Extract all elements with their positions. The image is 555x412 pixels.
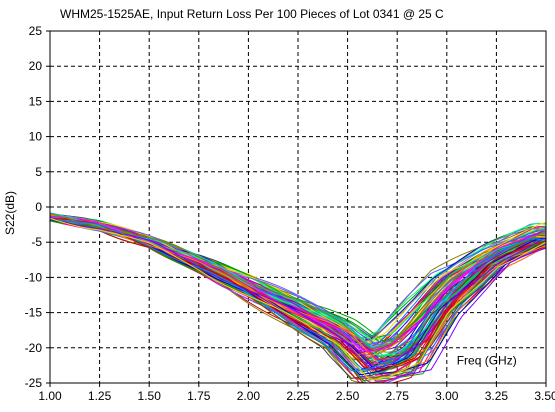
y-tick-label: -25 [25,376,43,390]
y-tick-label: -10 [25,270,43,284]
plot-grid [50,31,546,383]
y-tick-label: 0 [35,200,42,214]
x-tick-label: 1.75 [187,389,211,403]
curve-group [50,212,546,383]
x-tick-label: 3.00 [435,389,459,403]
series-line [50,213,546,350]
x-tick-label: 2.50 [336,389,360,403]
freq-annotation: Freq (GHz) [457,354,517,368]
series-line [50,217,546,381]
x-tick-label: 1.50 [138,389,162,403]
series-line [50,217,546,370]
x-tick-label: 3.25 [485,389,509,403]
y-tick-label: -5 [31,235,42,249]
y-tick-label: 25 [29,24,43,38]
x-tick-label: 2.75 [386,389,410,403]
x-tick-label: 3.50 [534,389,555,403]
y-tick-label: 5 [35,165,42,179]
x-tick-label: 2.00 [237,389,261,403]
series-line [50,216,546,346]
y-tick-label: -20 [25,341,43,355]
y-tick-label: 20 [29,59,43,73]
x-tick-label: 2.25 [286,389,310,403]
series-line [50,219,546,372]
y-axis-label: S22(dB) [3,191,17,235]
series-line [50,218,546,351]
series-line [50,217,546,370]
x-tick-label: 1.00 [38,389,62,403]
x-tick-label: 1.25 [88,389,112,403]
chart-title: WHM25-1525AE, Input Return Loss Per 100 … [60,7,444,21]
y-tick-label: -15 [25,306,43,320]
plot-frame [49,30,547,384]
y-tick-label: 10 [29,130,43,144]
y-tick-label: 15 [29,94,43,108]
axis-ticks: 1.00 1.25 1.50 1.75 2.00 2.25 2.50 2.75 3.00 3.25… [25,24,555,403]
